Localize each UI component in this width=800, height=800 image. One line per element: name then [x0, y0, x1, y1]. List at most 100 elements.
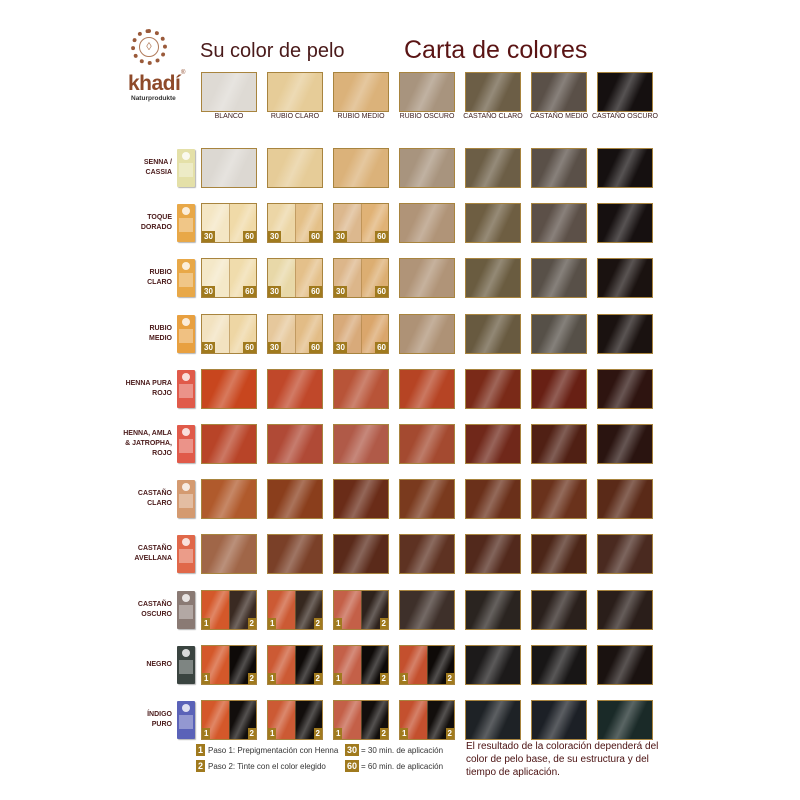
- time30-badge: 30: [202, 341, 215, 353]
- time30-badge: 30: [268, 231, 281, 243]
- hair-color-swatch: 30 60: [333, 313, 389, 354]
- time60-badge: 60: [345, 760, 360, 772]
- hair-color-swatch: [531, 258, 587, 299]
- hair-color-swatch: [531, 589, 587, 630]
- hair-color-swatch: [201, 148, 257, 188]
- swatch-half-right: [361, 590, 388, 629]
- hair-color-swatch: 30 60: [333, 258, 389, 299]
- product-package-image: [177, 590, 195, 629]
- product-label: TOQUE DORADO: [140, 214, 172, 232]
- step1-badge: 1: [400, 672, 409, 684]
- step2-badge: 2: [247, 728, 256, 739]
- hair-color-swatch: [399, 479, 455, 520]
- time60-badge: 60: [243, 286, 256, 298]
- swatch-half-right: [295, 701, 322, 739]
- base-color-swatch: [465, 72, 521, 112]
- time60-badge: 60: [243, 231, 256, 243]
- swatch-half-right: [229, 259, 256, 298]
- hair-color-swatch: [465, 368, 521, 409]
- product-label: HENNA PURA ROJO: [125, 379, 172, 397]
- product-label: HENNA, AMLA & JATROPHA, ROJO: [123, 430, 172, 457]
- time60-badge: 60: [309, 286, 322, 298]
- base-color-label: BLANCO: [214, 113, 244, 120]
- hair-color-swatch: [465, 644, 521, 685]
- product-package-image: [177, 425, 195, 463]
- hair-color-swatch: [465, 313, 521, 354]
- step1-badge: 1: [202, 672, 211, 684]
- hair-color-swatch: [531, 368, 587, 409]
- step2-badge: 2: [247, 617, 256, 629]
- base-color-swatch: [333, 72, 389, 112]
- brand-logo: khadí: [128, 72, 181, 95]
- time60-badge: 60: [375, 286, 388, 298]
- hair-color-swatch: [333, 534, 389, 575]
- hair-color-swatch: [597, 148, 653, 188]
- base-color-label: CASTAÑO MEDIO: [529, 113, 589, 120]
- hair-color-swatch: [597, 258, 653, 299]
- hair-color-swatch: 30 60: [267, 258, 323, 299]
- hair-color-swatch: [597, 479, 653, 520]
- product-package-image: [177, 645, 195, 684]
- time30-badge: 30: [334, 231, 347, 243]
- hair-color-swatch: [531, 313, 587, 354]
- base-color-label: RUBIO OSCURO: [399, 113, 455, 120]
- hair-color-swatch: [597, 424, 653, 464]
- swatch-half-left: [268, 701, 295, 739]
- hair-color-swatch: [531, 534, 587, 575]
- brand-subtitle: Naturprodukte: [131, 95, 176, 102]
- logo-drop-icon: ◊: [139, 37, 159, 57]
- hair-color-swatch: [531, 148, 587, 188]
- step1-badge: 1: [196, 744, 206, 756]
- product-package-image: [177, 535, 195, 574]
- hair-color-swatch: 30 60: [333, 203, 389, 244]
- base-color-label: RUBIO CLARO: [270, 113, 320, 120]
- step2-badge: 2: [313, 617, 322, 629]
- step1-badge: 1: [334, 672, 343, 684]
- logo-mandala-icon: [131, 29, 167, 65]
- hair-color-swatch: 30 60: [267, 203, 323, 244]
- hair-color-swatch: [399, 589, 455, 630]
- hair-color-swatch: 30 60: [201, 313, 257, 354]
- base-color-swatch: [201, 72, 257, 112]
- time60-badge: 60: [309, 341, 322, 353]
- hair-color-swatch: [465, 258, 521, 299]
- hair-color-swatch: [267, 148, 323, 188]
- time30-badge: 30: [334, 286, 347, 298]
- product-package-image: [177, 314, 195, 353]
- product-package-image: [177, 259, 195, 298]
- hair-color-swatch: [531, 700, 587, 740]
- hair-color-swatch: [465, 534, 521, 575]
- base-color-label: CASTAÑO CLARO: [463, 113, 523, 120]
- step1-badge: 1: [334, 728, 343, 739]
- hair-color-swatch: [267, 479, 323, 520]
- subtitle: Su color de pelo: [200, 40, 345, 62]
- hair-color-swatch: [597, 534, 653, 575]
- hair-color-swatch: [465, 589, 521, 630]
- hair-color-swatch: [333, 424, 389, 464]
- step1-badge: 1: [268, 617, 277, 629]
- step1-badge: 1: [202, 617, 211, 629]
- page-title: Carta de colores: [404, 36, 588, 64]
- time30-badge: 30: [345, 744, 360, 756]
- hair-color-swatch: [201, 534, 257, 575]
- time60-badge: 60: [375, 231, 388, 243]
- hair-color-swatch: [399, 313, 455, 354]
- product-label: RUBIO CLARO: [147, 269, 172, 287]
- hair-color-swatch: [597, 313, 653, 354]
- time30-badge: 30: [268, 341, 281, 353]
- hair-color-swatch: 30 60: [201, 203, 257, 244]
- hair-color-swatch: [465, 424, 521, 464]
- registered-mark: ®: [181, 70, 186, 76]
- hair-color-swatch: 30 60: [267, 313, 323, 354]
- hair-color-swatch: [465, 148, 521, 188]
- hair-color-swatch: [465, 479, 521, 520]
- swatch-half-left: [400, 645, 427, 684]
